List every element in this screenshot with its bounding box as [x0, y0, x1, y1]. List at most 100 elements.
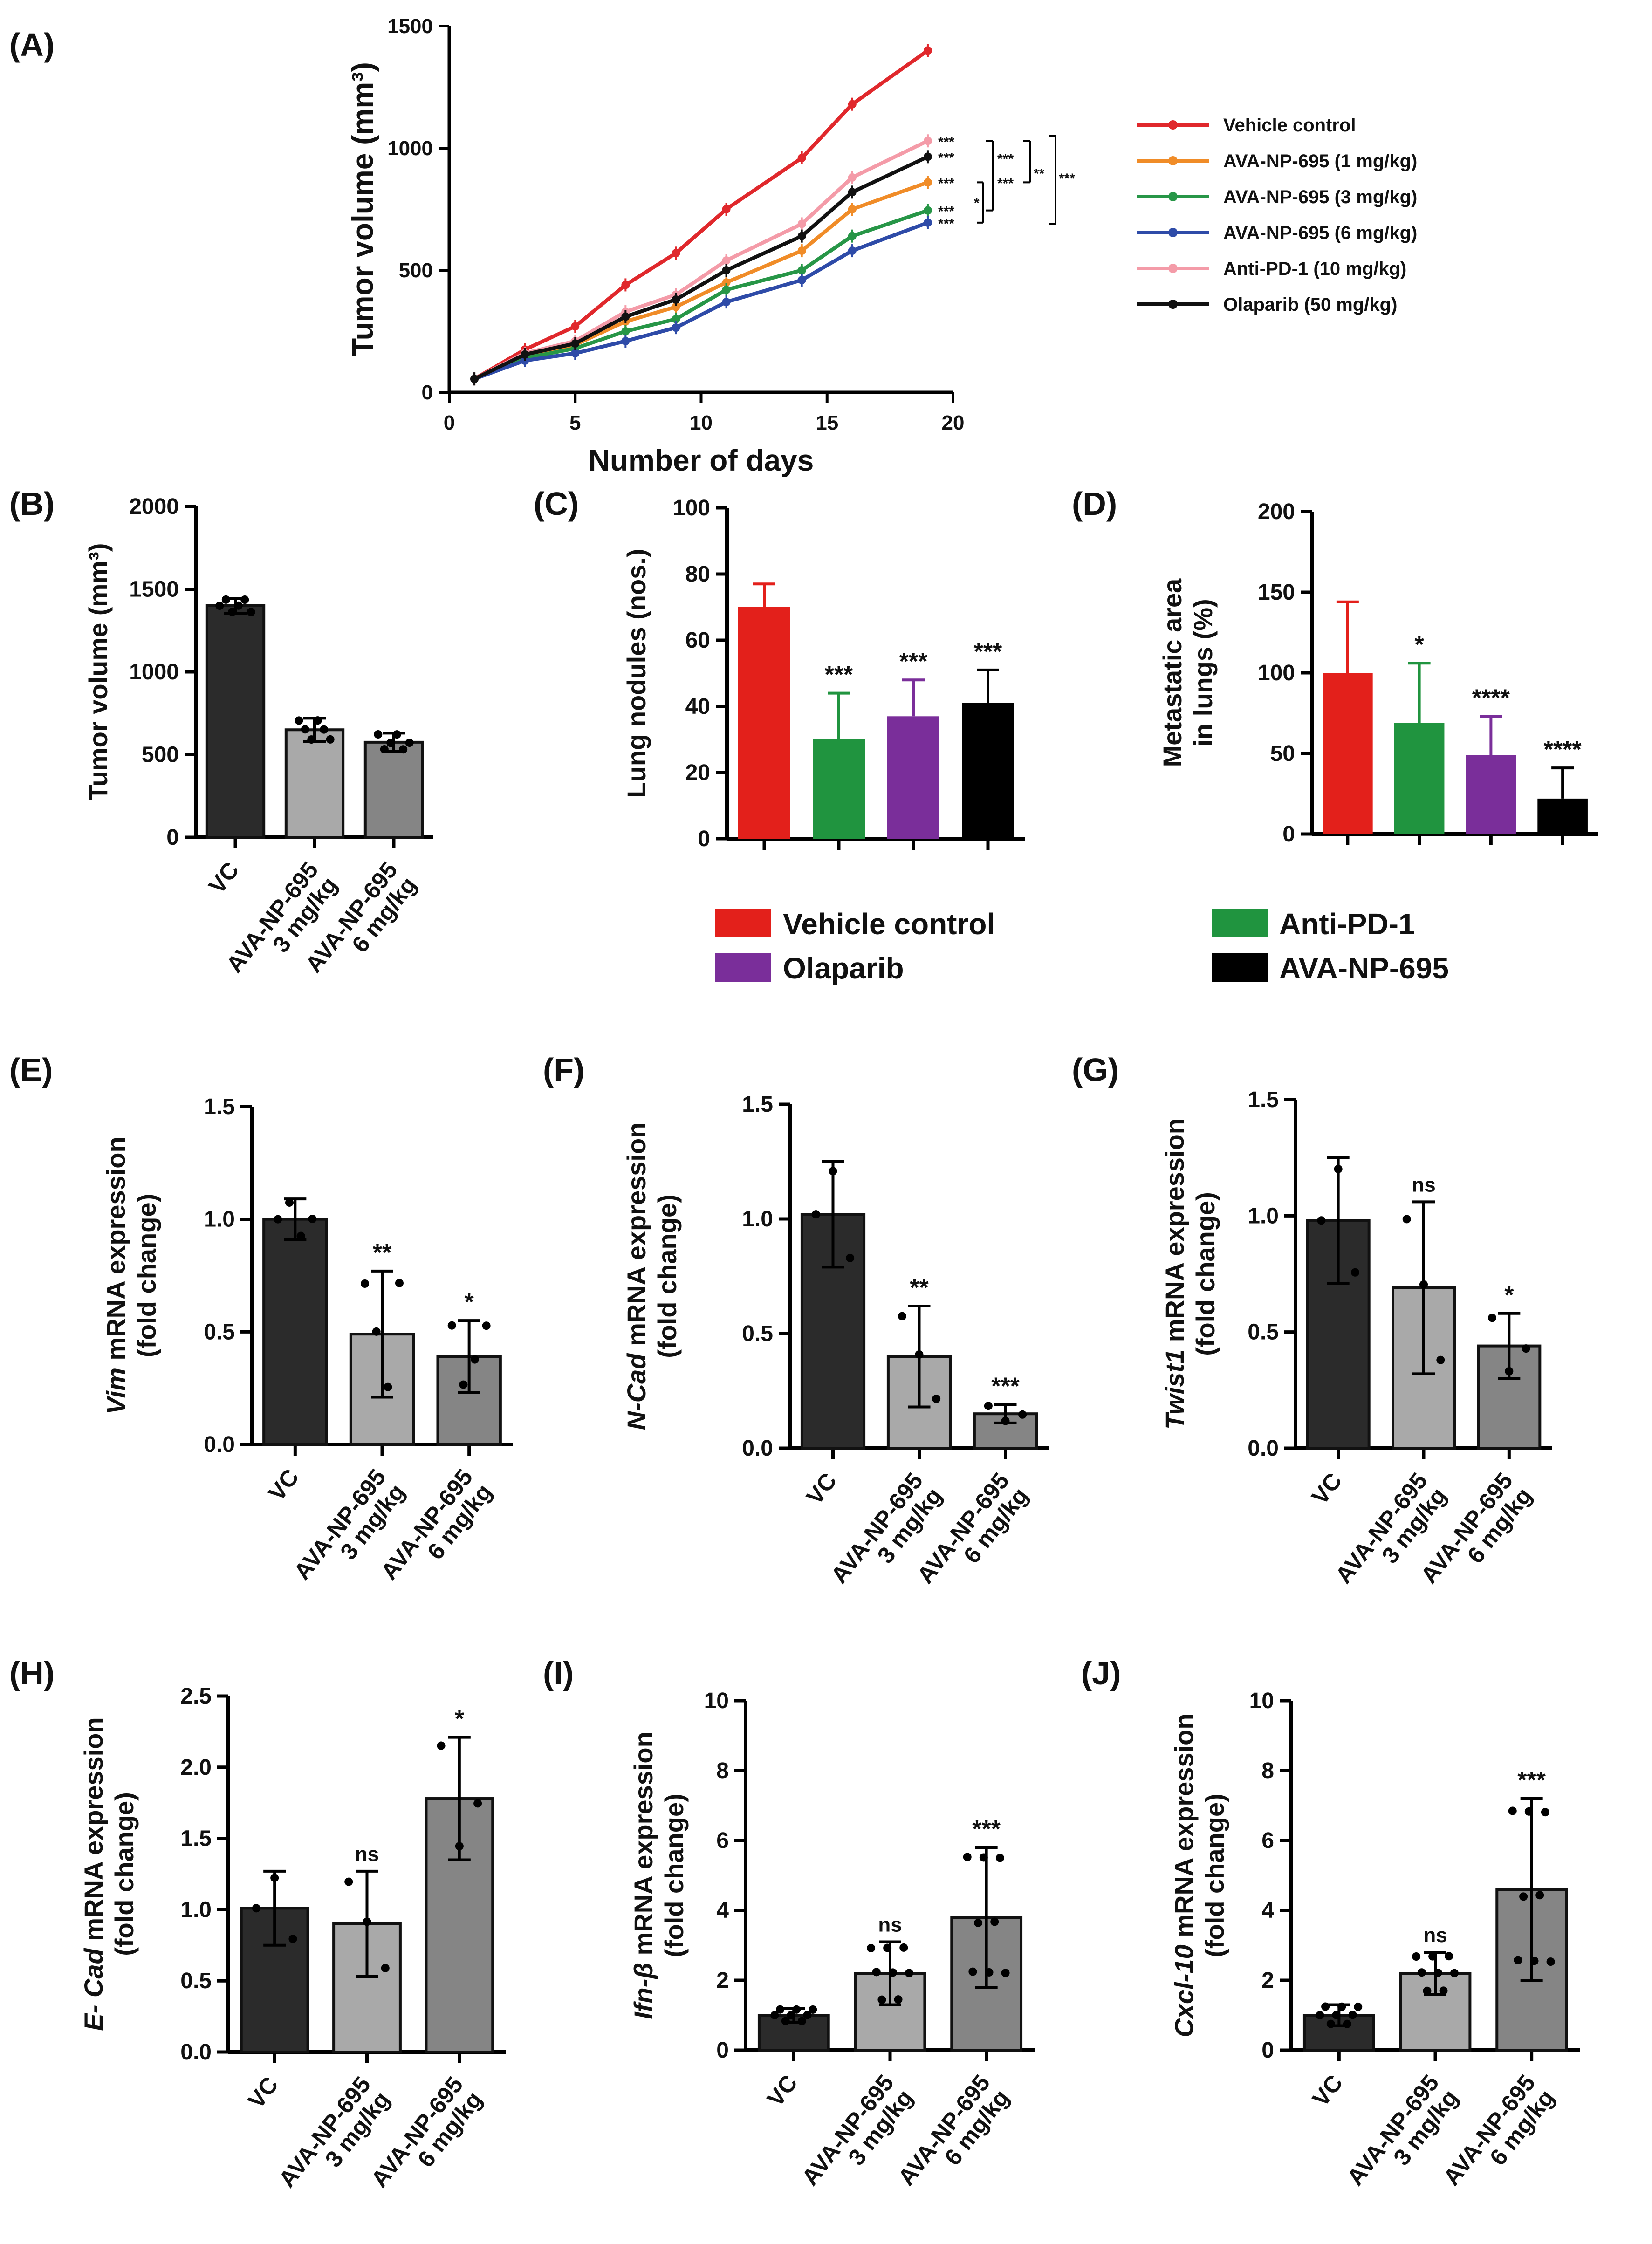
legend-marker [1168, 192, 1178, 201]
data-point [932, 1395, 941, 1403]
y-tick-label: 1500 [129, 577, 179, 602]
data-point [1332, 2011, 1341, 2019]
y-tick-label: 2 [1261, 1968, 1274, 1993]
x-category-label: VC [1307, 2070, 1348, 2111]
x-category-label: AVA-NP-6956 mg/kg [893, 2070, 1014, 2205]
x-category-label-line: VC [801, 1468, 842, 1509]
data-point [923, 137, 932, 145]
y-tick-label: 0 [422, 381, 433, 404]
y-tick-label: 1.0 [1248, 1204, 1279, 1228]
sig-label: *** [997, 176, 1014, 191]
y-axis-label: Tumor volume (mm³) [83, 543, 113, 801]
data-point [374, 730, 383, 739]
bar [284, 728, 345, 839]
data-point [1535, 1891, 1544, 1900]
data-point [1505, 1367, 1514, 1375]
data-point [797, 246, 806, 255]
y-tick-label: 1.5 [742, 1092, 773, 1117]
y-tick-label: 0 [1282, 822, 1295, 847]
data-point [571, 322, 580, 331]
significance-label: * [455, 1706, 465, 1733]
data-point [979, 1853, 988, 1862]
sig-label: *** [997, 151, 1014, 167]
data-point [848, 188, 857, 197]
legend-label: Anti-PD-1 (10 mg/kg) [1223, 259, 1406, 279]
data-point [285, 1198, 294, 1207]
data-point [776, 2005, 785, 2014]
panel-h: (H) 0.0 0.5 1.0 1.5 2.0 2.5 VC ns AVA-NP-6953 mg/… [9, 1655, 506, 2192]
y-axis-label-part: (fold change) [652, 1194, 682, 1358]
y-tick-label: 500 [399, 259, 433, 282]
significance-label: ** [373, 1239, 392, 1266]
data-point [963, 1853, 972, 1861]
sig-label: *** [1059, 171, 1075, 186]
significance-label: ns [878, 1914, 902, 1936]
data-point [1350, 1268, 1359, 1277]
bar [1466, 755, 1516, 834]
data-point [1436, 1355, 1445, 1364]
data-point [872, 1968, 881, 1977]
y-axis-label: Metastatic areain lungs (%) [1158, 578, 1218, 767]
data-point [447, 1321, 456, 1330]
data-point [1001, 1969, 1010, 1977]
data-point [974, 1918, 983, 1927]
data-point [1343, 2019, 1351, 2028]
bar [813, 739, 865, 839]
data-point [770, 2011, 779, 2019]
y-tick-label: 0 [716, 2038, 729, 2063]
data-point [1316, 2011, 1324, 2019]
y-axis-label-part: (fold change) [110, 1792, 139, 1956]
panel-label: (G) [1072, 1052, 1119, 1088]
legend-swatch [1212, 909, 1268, 937]
legend-marker [1168, 156, 1178, 165]
legend-label: Vehicle control [783, 907, 995, 941]
data-point [270, 1874, 279, 1882]
y-axis-label-part: (fold change) [1200, 1793, 1229, 1957]
x-tick-label: 10 [690, 411, 713, 434]
data-point [392, 730, 401, 739]
y-tick-label: 0.0 [1248, 1436, 1279, 1461]
y-axis-label: Tumor volume (mm³) [346, 62, 379, 356]
y-tick-label: 200 [1258, 499, 1295, 524]
x-category-label-line: VC [762, 2070, 802, 2111]
legend-swatch [715, 953, 771, 982]
significance-label: ns [1412, 1173, 1435, 1196]
data-point [968, 1967, 977, 1976]
y-axis-label: Vim mRNA expression(fold change) [101, 1136, 161, 1414]
data-point [470, 1355, 479, 1364]
legend-label: Olaparib (50 mg/kg) [1223, 294, 1397, 315]
data-point [372, 1327, 381, 1336]
data-point [571, 339, 580, 348]
data-point [797, 219, 806, 228]
data-point [787, 2011, 795, 2019]
y-axis-label: Lung nodules (nos.) [622, 548, 651, 798]
data-point [313, 716, 322, 725]
panel-i: (I) 0 2 4 6 8 10 VC ns AVA-NP-6953 mg/kg *** AVA-NP… [543, 1655, 1035, 2205]
bar [962, 703, 1014, 839]
data-point [1337, 2002, 1346, 2011]
data-point [990, 1917, 999, 1926]
legend-label: Olaparib [783, 951, 904, 985]
data-point [1439, 1986, 1448, 1995]
x-category-label: AVA-NP-6956 mg/kg [1438, 2070, 1559, 2205]
y-axis-label-part: mRNA expression [629, 1731, 658, 1963]
y-tick-label: 6 [716, 1828, 729, 1853]
legend-marker [1168, 120, 1178, 130]
data-point [296, 1231, 305, 1240]
data-point [722, 285, 731, 294]
x-category-label: VC [243, 2072, 283, 2113]
y-tick-label: 1.0 [180, 1897, 212, 1922]
data-point [326, 735, 335, 744]
y-tick-label: 0.0 [180, 2040, 212, 2065]
data-point [803, 2011, 812, 2019]
data-point [252, 1904, 260, 1913]
data-point [722, 266, 731, 274]
y-tick-label: 1.0 [742, 1207, 773, 1231]
data-point [1524, 1807, 1533, 1816]
legend-swatch [1212, 953, 1268, 982]
legend-cd: Vehicle control Anti-PD-1 Olaparib AVA-NP-6… [715, 907, 1449, 985]
data-point [240, 595, 249, 604]
data-point [905, 1969, 913, 1977]
sig-label: ** [1034, 166, 1045, 181]
